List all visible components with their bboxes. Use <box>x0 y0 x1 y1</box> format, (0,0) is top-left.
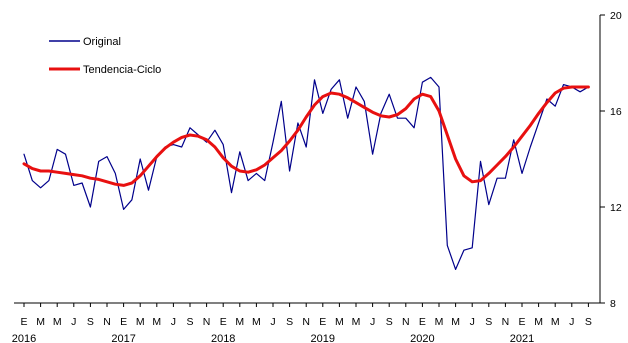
x-month-label: M <box>534 316 543 328</box>
x-year-label: 2020 <box>410 333 434 343</box>
x-month-label: E <box>20 316 27 328</box>
x-month-label: M <box>335 316 344 328</box>
x-month-label: J <box>569 316 574 328</box>
x-month-label: N <box>402 316 410 328</box>
x-month-label: N <box>502 316 510 328</box>
x-month-label: E <box>419 316 426 328</box>
x-year-label: 2021 <box>510 333 534 343</box>
x-month-label: M <box>152 316 161 328</box>
x-month-label: M <box>235 316 244 328</box>
x-year-label: 2019 <box>311 333 335 343</box>
x-month-label: M <box>551 316 560 328</box>
x-month-label: S <box>386 316 393 328</box>
x-month-label: E <box>518 316 525 328</box>
series-line-original <box>23 76 590 270</box>
legend-label: Tendencia-Ciclo <box>83 64 161 76</box>
x-month-label: J <box>71 316 76 328</box>
x-month-label: E <box>120 316 127 328</box>
x-year-label: 2018 <box>211 333 235 343</box>
x-month-label: J <box>370 316 375 328</box>
x-month-label: E <box>220 316 227 328</box>
y-tick-label: 12 <box>610 202 622 214</box>
x-month-label: N <box>203 316 211 328</box>
legend-label: Original <box>83 36 121 48</box>
y-tick-label: 20 <box>610 10 622 22</box>
chart-legend: Original Tendencia-Ciclo <box>49 36 161 76</box>
x-month-label: N <box>103 316 111 328</box>
x-month-label: M <box>252 316 261 328</box>
x-month-label: S <box>186 316 193 328</box>
x-month-label: M <box>136 316 145 328</box>
x-year-label: 2016 <box>12 333 36 343</box>
x-month-label: E <box>319 316 326 328</box>
x-month-label: N <box>302 316 310 328</box>
x-month-label: S <box>585 316 592 328</box>
x-month-label: J <box>171 316 176 328</box>
x-year-label: 2017 <box>111 333 135 343</box>
x-month-label: M <box>451 316 460 328</box>
series-line-tendencia-ciclo <box>22 85 590 187</box>
x-month-label: M <box>36 316 45 328</box>
y-tick-label: 8 <box>610 298 616 310</box>
x-month-label: J <box>470 316 475 328</box>
x-month-label: M <box>435 316 444 328</box>
x-month-label: S <box>286 316 293 328</box>
x-month-label: M <box>352 316 361 328</box>
x-month-label: S <box>485 316 492 328</box>
chart-series <box>22 76 590 270</box>
x-month-label: M <box>53 316 62 328</box>
x-month-label: S <box>87 316 94 328</box>
x-month-label: J <box>270 316 275 328</box>
y-tick-label: 16 <box>610 106 622 118</box>
